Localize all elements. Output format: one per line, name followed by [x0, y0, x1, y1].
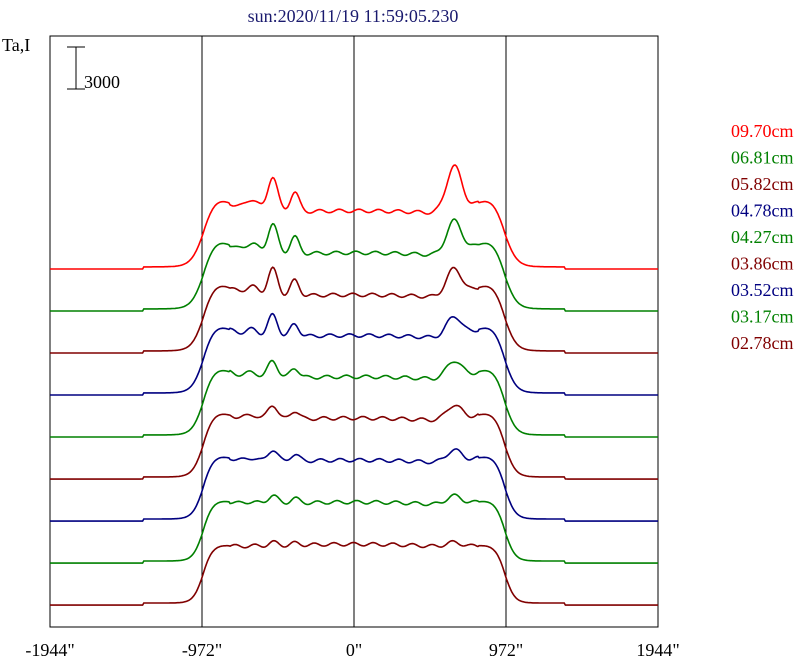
legend-entry: 03.17cm — [731, 307, 794, 327]
legend-entry: 02.78cm — [731, 333, 794, 353]
legend-entry: 04.27cm — [731, 227, 794, 247]
series-line-05.82cm — [50, 266, 658, 354]
legend-entry: 05.82cm — [731, 174, 794, 194]
series-line-03.17cm — [50, 493, 658, 564]
x-tick-label: 972" — [489, 640, 523, 660]
legend-entry: 06.81cm — [731, 148, 794, 168]
x-axis-ticks: -1944" -972" 0" 972" 1944" — [25, 640, 679, 660]
scale-bar-label: 3000 — [84, 72, 120, 92]
legend-entry: 09.70cm — [731, 121, 794, 141]
series-line-04.27cm — [50, 359, 658, 438]
scale-bar: 3000 — [67, 46, 120, 92]
series-line-03.86cm — [50, 404, 658, 480]
series-line-09.70cm — [50, 164, 658, 270]
y-axis-label: Ta,I — [2, 35, 30, 55]
series-line-04.78cm — [50, 312, 658, 396]
series-line-06.81cm — [50, 218, 658, 312]
series-line-02.78cm — [50, 539, 658, 606]
limb-reference-lines — [201, 36, 507, 627]
legend: 09.70cm 06.81cm 05.82cm 04.78cm 04.27cm 03.86… — [731, 121, 794, 353]
x-tick-label: -972" — [182, 640, 222, 660]
x-tick-label: 0" — [346, 640, 362, 660]
x-tick-label: -1944" — [25, 640, 74, 660]
legend-entry: 04.78cm — [731, 201, 794, 221]
chart-title: sun:2020/11/19 11:59:05.230 — [248, 6, 459, 26]
legend-entry: 03.86cm — [731, 254, 794, 274]
series-line-03.52cm — [50, 448, 658, 522]
x-tick-label: 1944" — [636, 640, 679, 660]
legend-entry: 03.52cm — [731, 280, 794, 300]
series-lines — [50, 164, 658, 606]
